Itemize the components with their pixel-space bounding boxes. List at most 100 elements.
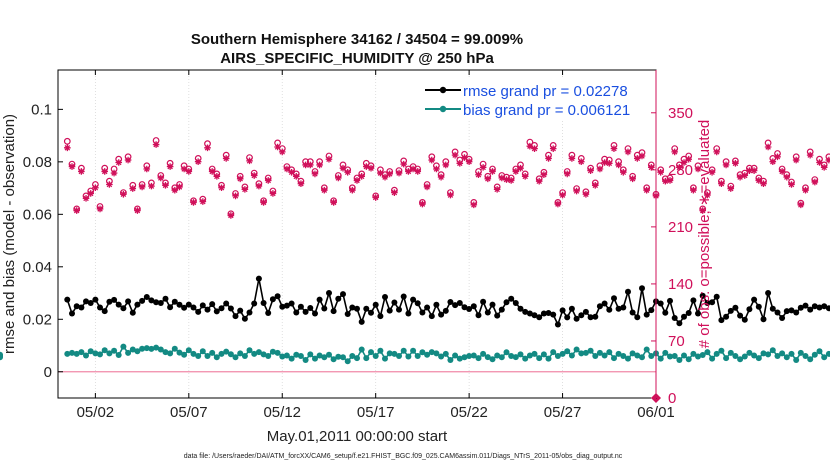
rmse-point xyxy=(606,306,613,313)
obs-evaluated-point xyxy=(540,171,548,179)
y-axis-label-right: # of obs: o=possible; ∗=evaluated xyxy=(696,120,713,349)
obs-evaluated-point xyxy=(134,207,141,214)
bias-point xyxy=(727,349,734,356)
bias-point xyxy=(690,350,697,357)
obs-evaluated-point xyxy=(428,156,436,164)
rmse-point xyxy=(139,297,146,304)
bias-point xyxy=(587,347,594,354)
obs-evaluated-point xyxy=(423,183,431,191)
bias-point xyxy=(111,347,118,354)
bias-point xyxy=(592,353,599,359)
obs-evaluated-point xyxy=(292,173,300,180)
obs-evaluated-point xyxy=(662,177,669,185)
bias-point xyxy=(213,354,220,361)
rmse-point xyxy=(452,302,459,309)
rmse-point xyxy=(111,296,118,303)
obs-evaluated-point xyxy=(400,160,408,168)
bias-point xyxy=(723,355,730,362)
rmse-point xyxy=(223,300,230,307)
rmse-point xyxy=(157,300,164,306)
obs-evaluated-point xyxy=(475,171,482,179)
rmse-point xyxy=(209,301,216,308)
bias-point xyxy=(615,350,622,357)
rmse-point xyxy=(746,306,753,313)
obs-evaluated-point xyxy=(199,198,207,205)
bias-point xyxy=(737,356,744,363)
bias-point xyxy=(382,355,388,362)
obs-evaluated-point xyxy=(736,173,744,181)
bias-point xyxy=(639,354,645,361)
obs-evaluated-point xyxy=(101,168,109,175)
bias-point xyxy=(433,350,440,357)
bias-point xyxy=(354,355,360,362)
obs-evaluated-point xyxy=(816,159,823,166)
rmse-point xyxy=(671,315,678,321)
bias-point xyxy=(386,350,393,357)
bias-point xyxy=(517,351,524,358)
obs-evaluated-point xyxy=(573,187,580,195)
obs-evaluated-point xyxy=(666,177,674,184)
bias-point xyxy=(405,353,412,360)
obs-evaluated-point xyxy=(78,168,85,175)
obs-evaluated-point xyxy=(433,165,440,173)
bias-point xyxy=(344,358,351,365)
obs-evaluated-point xyxy=(554,200,562,208)
bias-point xyxy=(255,349,262,356)
x-axis-label: May.01,2011 00:00:00 start xyxy=(267,428,448,445)
bias-point xyxy=(461,354,468,361)
rmse-point xyxy=(788,307,795,314)
obs-evaluated-point xyxy=(722,161,730,169)
obs-evaluated-point xyxy=(605,160,613,167)
rmse-point xyxy=(419,309,426,316)
obs-evaluated-point xyxy=(685,155,693,163)
legend: rmse grand pr = 0.02278 bias grand pr = … xyxy=(420,79,646,119)
obs-evaluated-point xyxy=(264,177,272,184)
rmse-point xyxy=(723,313,730,320)
rmse-point xyxy=(213,308,220,315)
rmse-point xyxy=(639,285,645,292)
bias-point xyxy=(779,350,786,357)
obs-evaluated-point xyxy=(582,190,590,198)
obs-evaluated-point xyxy=(358,173,365,180)
obs-evaluated-point xyxy=(634,155,641,162)
rmse-point xyxy=(685,310,692,316)
bias-point xyxy=(438,353,445,360)
obs-evaluated-point xyxy=(615,161,622,169)
bias-point xyxy=(531,350,538,357)
obs-evaluated-point xyxy=(255,182,263,190)
bias-point xyxy=(87,348,94,355)
obs-evaluated-point xyxy=(512,168,520,175)
obs-evaluated-point xyxy=(447,191,454,199)
bias-point xyxy=(643,346,650,353)
bias-point xyxy=(452,352,459,359)
rmse-point xyxy=(424,304,431,311)
obs-evaluated-point xyxy=(349,186,356,194)
y-axis-label-left: rmse and bias (model - observation) xyxy=(1,114,18,354)
rmse-point xyxy=(727,307,734,314)
rmse-point xyxy=(461,304,468,311)
bias-point xyxy=(176,349,183,356)
bias-point xyxy=(606,349,613,356)
obs-evaluated-point xyxy=(755,177,763,184)
rmse-point xyxy=(751,296,758,303)
bias-point xyxy=(241,353,248,359)
obs-evaluated-point xyxy=(241,186,249,193)
obs-evaluated-point xyxy=(694,165,702,173)
obs-evaluated-point xyxy=(708,168,716,176)
obs-evaluated-point xyxy=(166,163,174,170)
bias-point xyxy=(237,350,244,357)
obs-evaluated-point xyxy=(274,143,281,151)
bias-point xyxy=(349,353,356,359)
obs-evaluated-point xyxy=(498,174,506,182)
obs-evaluated-point xyxy=(746,167,753,174)
bias-point xyxy=(377,347,384,354)
bias-point xyxy=(825,350,830,357)
rmse-point xyxy=(433,301,440,308)
x-tick-label: 05/12 xyxy=(263,404,301,421)
rmse-point xyxy=(755,303,762,310)
bias-point xyxy=(153,344,160,351)
bias-point xyxy=(363,355,370,362)
bias-point xyxy=(699,352,706,358)
rmse-point xyxy=(578,312,585,319)
obs-evaluated-point xyxy=(484,175,492,183)
